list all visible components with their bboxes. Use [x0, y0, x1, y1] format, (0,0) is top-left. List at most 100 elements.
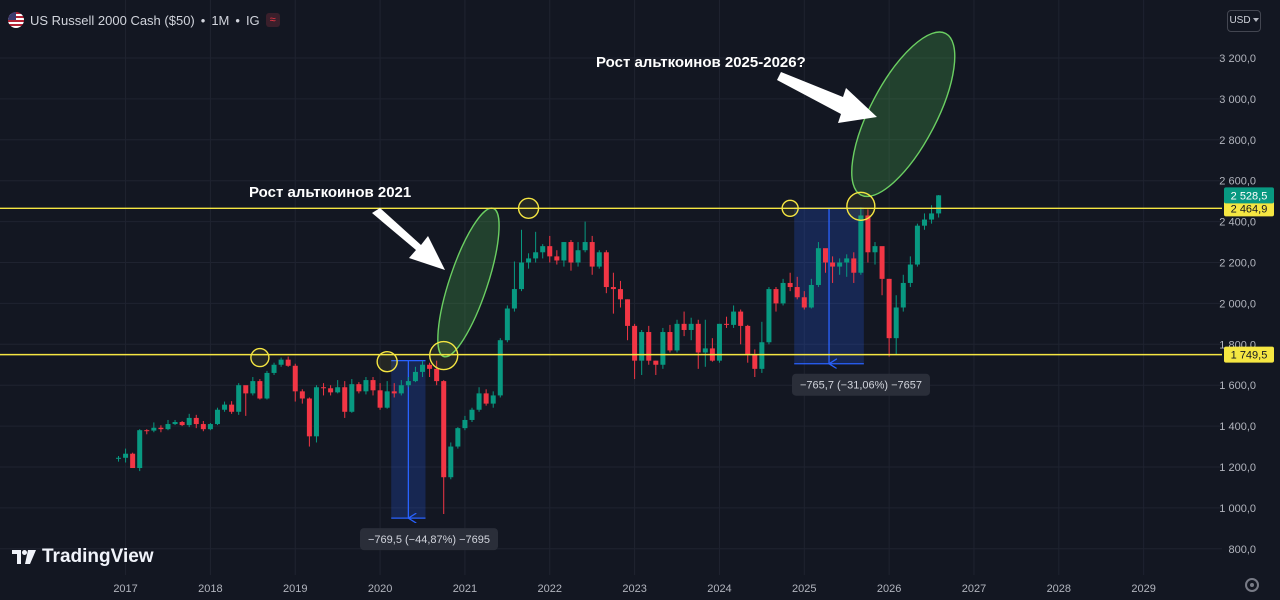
price-tick-label: 1 000,0: [1219, 503, 1256, 515]
candle-body: [483, 393, 489, 404]
candle-body: [851, 258, 857, 273]
candle-body: [837, 262, 843, 267]
last-price-label: 2 528,5: [1231, 190, 1268, 202]
candle-body: [886, 278, 892, 339]
symbol-header[interactable]: US Russell 2000 Cash ($50) • 1M • IG ≈: [8, 10, 280, 30]
candle-body: [285, 359, 291, 366]
candle-body: [158, 427, 164, 430]
candle-body: [780, 282, 786, 304]
candle-body: [398, 385, 404, 394]
price-tick-label: 2 000,0: [1219, 298, 1256, 310]
candle-body: [278, 359, 284, 365]
candle-body: [236, 385, 242, 412]
price-tick-label: 1 600,0: [1219, 380, 1256, 392]
candle-body: [179, 422, 185, 426]
price-tick-label: 3 000,0: [1219, 94, 1256, 106]
candle-body: [639, 332, 645, 361]
candle-body: [858, 215, 864, 273]
price-tick-label: 2 600,0: [1219, 176, 1256, 188]
candle-body: [448, 446, 454, 478]
candle-body: [625, 299, 631, 326]
candle-body: [144, 430, 150, 432]
currency-button[interactable]: USD: [1227, 10, 1261, 32]
candle-body: [617, 289, 623, 300]
candle-body: [547, 246, 553, 257]
highlight-circle: [517, 197, 540, 220]
candle-body: [801, 297, 807, 308]
candle-body: [123, 453, 129, 458]
time-tick-label: 2027: [962, 583, 986, 595]
candle-body: [646, 332, 652, 361]
candle-body: [872, 246, 878, 253]
candle-body: [405, 381, 411, 386]
candle-body: [434, 368, 440, 382]
candle-body: [292, 365, 298, 392]
highlight-circle: [781, 199, 799, 218]
candle-body: [893, 307, 899, 339]
candle-body: [172, 422, 178, 425]
time-axis: 2017 2018 2019 2020 2021 2022 2023 2024 2025 2026…: [113, 583, 1156, 595]
measurement-box: [792, 373, 930, 396]
candle-body: [497, 340, 503, 396]
highlight-circle: [376, 350, 398, 373]
measurement-label: −765,7 (−31,06%) −7657: [800, 380, 922, 392]
candle-body: [377, 390, 383, 408]
candle-body: [745, 325, 751, 355]
price-tick-label: 800,0: [1228, 544, 1256, 556]
candle-body: [914, 225, 920, 265]
candle-body: [186, 417, 192, 426]
candle-body: [356, 384, 362, 392]
time-tick-label: 2028: [1047, 583, 1071, 595]
candle-body: [462, 419, 468, 429]
price-tick-label: 1 400,0: [1219, 421, 1256, 433]
gear-icon[interactable]: [1245, 578, 1259, 592]
time-tick-label: 2019: [283, 583, 307, 595]
time-tick-label: 2021: [453, 583, 477, 595]
candle-body: [554, 256, 560, 261]
candle-body: [724, 323, 730, 325]
separator: •: [235, 12, 240, 28]
candle-body: [193, 417, 199, 425]
candle-body: [632, 325, 638, 361]
annotation-arrow: [372, 208, 445, 270]
candle-body: [900, 282, 906, 308]
candle-body: [412, 371, 418, 382]
candle-body: [349, 384, 355, 412]
candle-body: [844, 258, 850, 263]
price-tick-label: 2 200,0: [1219, 258, 1256, 270]
candle-body: [306, 398, 312, 437]
candle-body: [342, 387, 348, 412]
price-tick-label: 2 800,0: [1219, 135, 1256, 147]
candle-body: [257, 381, 263, 399]
candle-body: [511, 289, 517, 309]
candle-body: [610, 287, 616, 290]
candle-body: [674, 323, 680, 351]
symbol-type-icon[interactable]: ≈: [265, 13, 280, 27]
symbol-name: US Russell 2000 Cash ($50): [30, 12, 195, 28]
time-tick-label: 2017: [113, 583, 137, 595]
candle-body: [420, 364, 426, 372]
candle-body: [830, 262, 836, 267]
candle-body: [363, 380, 369, 392]
candle-body: [667, 332, 673, 351]
candle-body: [766, 289, 772, 343]
candle-body: [794, 287, 800, 298]
candle-body: [151, 427, 157, 431]
price-axis: 3 200,0 3 000,0 2 800,0 2 600,0 2 400,0 2 200…: [1219, 53, 1274, 556]
annotation-arrows: [372, 72, 877, 270]
level-price-label: 2 464,9: [1231, 203, 1268, 215]
price-tick-label: 3 200,0: [1219, 53, 1256, 65]
brand-name: TradingView: [42, 546, 154, 567]
candle-body: [313, 387, 319, 437]
annotation-text: Рост альткоинов 2021: [249, 184, 411, 201]
candle-body: [222, 404, 228, 410]
separator: •: [200, 12, 206, 28]
candle-body: [299, 391, 305, 399]
measurement-label: −769,5 (−44,87%) −7695: [368, 534, 490, 546]
candle-body: [229, 404, 235, 412]
horizontal-levels: [0, 207, 1222, 356]
candle-body: [441, 381, 447, 478]
candle-body: [568, 242, 574, 263]
highlight-circle: [429, 340, 459, 371]
